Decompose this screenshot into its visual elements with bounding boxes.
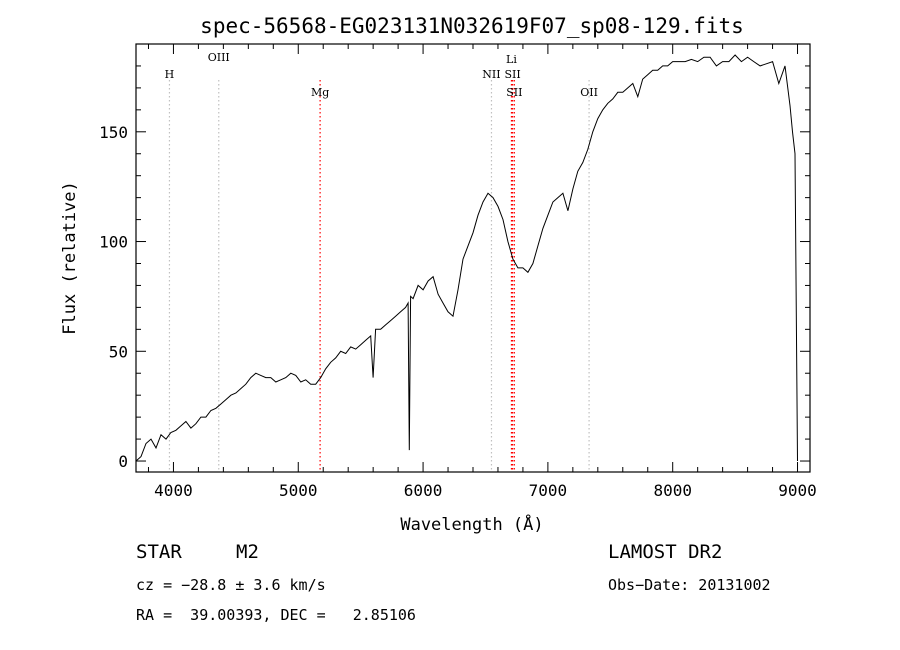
y-tick-label: 50 — [109, 342, 128, 361]
y-tick-label: 100 — [99, 233, 128, 252]
observation-date: Obs−Date: 20131002 — [608, 576, 771, 594]
object-class: STAR — [136, 541, 182, 563]
spectral-line-label: NII — [482, 68, 500, 81]
coordinates: RA = 39.00393, DEC = 2.85106 — [136, 606, 416, 624]
spectral-line-label: OII — [580, 86, 598, 99]
y-tick-label: 150 — [99, 123, 128, 142]
spectral-line-label: SII — [504, 68, 520, 81]
survey-name: LAMOST DR2 — [608, 541, 723, 563]
spectrum-line — [135, 54, 798, 462]
x-tick-label: 4000 — [154, 481, 193, 500]
redshift-info: cz = −28.8 ± 3.6 km/s — [136, 576, 326, 594]
x-axis-label: Wavelength (Å) — [400, 513, 543, 535]
x-tick-label: 9000 — [778, 481, 817, 500]
spectral-line-label: OIII — [208, 51, 230, 64]
object-subclass: M2 — [236, 541, 259, 563]
x-tick-label: 5000 — [279, 481, 318, 500]
x-axis-ticks: 4000 5000 6000 7000 8000 9000 — [147, 44, 817, 500]
spectral-line-label: Li — [506, 53, 517, 66]
y-axis-ticks: 0 50 100 150 — [99, 65, 810, 471]
plot-frame — [135, 43, 811, 473]
y-tick-label: 0 — [118, 452, 128, 471]
spectral-line-label: SII — [506, 86, 522, 99]
y-axis-label: Flux (relative) — [60, 181, 80, 335]
spectral-line-markers: H OIII Mg NII Li SII SII OII — [165, 51, 598, 472]
x-tick-label: 8000 — [653, 481, 692, 500]
spectral-line-label: H — [165, 68, 175, 81]
chart-title: spec-56568-EG023131N032619F07_sp08-129.f… — [200, 14, 744, 38]
spectral-line-label: Mg — [311, 86, 329, 99]
x-tick-label: 7000 — [529, 481, 568, 500]
x-tick-label: 6000 — [404, 481, 443, 500]
